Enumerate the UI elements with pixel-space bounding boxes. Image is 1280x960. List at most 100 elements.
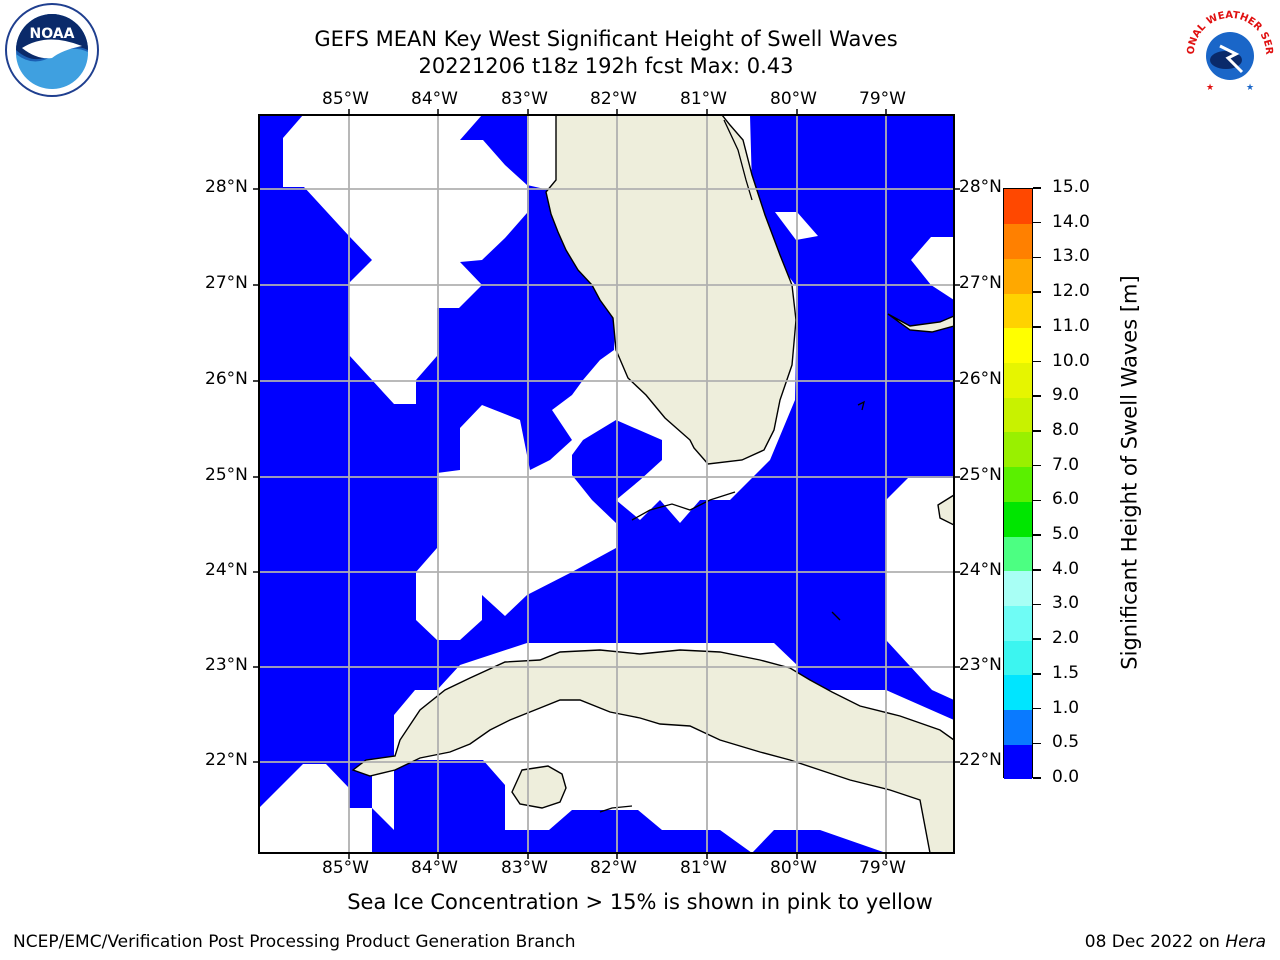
florida-peninsula xyxy=(545,115,797,465)
lon-tick-bottom: 79°W xyxy=(859,858,906,878)
colorbar-tick-mark xyxy=(1033,360,1041,363)
colorbar-tick-label: 9.0 xyxy=(1052,385,1080,406)
lon-tick-top: 85°W xyxy=(322,89,369,109)
colorbar-segment xyxy=(1004,674,1032,711)
lat-tick-left: 28°N xyxy=(205,177,248,197)
colorbar-tick-label: 6.0 xyxy=(1052,489,1080,510)
colorbar-tick-mark xyxy=(1033,638,1041,640)
lon-tick-top: 81°W xyxy=(680,89,727,109)
colorbar-segment xyxy=(1004,744,1032,780)
colorbar-segment xyxy=(1004,466,1032,502)
graticule xyxy=(259,115,954,853)
lat-tick-right: 25°N xyxy=(959,465,1002,485)
colorbar-tick-label: 15.0 xyxy=(1052,177,1090,197)
lon-tick-bottom: 85°W xyxy=(322,858,369,878)
colorbar-tick-mark xyxy=(1033,291,1041,293)
cuba xyxy=(351,649,954,853)
colorbar-tick-label: 1.0 xyxy=(1052,697,1080,718)
colorbar-tick-label: 14.0 xyxy=(1052,211,1090,232)
colorbar-tick-mark xyxy=(1033,430,1041,432)
colorbar-tick-mark xyxy=(1033,187,1041,189)
svg-text:★: ★ xyxy=(1206,83,1214,93)
lon-tick-bottom: 83°W xyxy=(501,858,548,878)
colorbar-segment xyxy=(1004,189,1032,225)
colorbar-tick-label: 5.0 xyxy=(1052,524,1080,545)
lon-tick-bottom: 82°W xyxy=(590,858,637,878)
land xyxy=(351,115,954,853)
colorbar-tick-mark xyxy=(1033,569,1041,571)
lat-tick-right: 26°N xyxy=(959,369,1002,389)
lon-tick-bottom: 80°W xyxy=(770,858,817,878)
keys-and-islets xyxy=(599,119,865,813)
lon-tick-top: 80°W xyxy=(770,89,817,109)
colorbar xyxy=(1003,188,1033,780)
colorbar-tick-mark xyxy=(1033,707,1041,710)
lon-tick-top: 79°W xyxy=(859,89,906,109)
colorbar-tick-mark xyxy=(1033,256,1041,259)
footer-date-text: 08 Dec 2022 on xyxy=(1084,932,1226,952)
nws-logo: NATIONAL WEATHER SERVICE ★ ★ xyxy=(1180,2,1276,96)
colorbar-segment xyxy=(1004,640,1032,676)
lat-tick-left: 24°N xyxy=(205,560,248,580)
colorbar-tick-mark xyxy=(1033,534,1041,536)
colorbar-segment xyxy=(1004,327,1032,364)
colorbar-tick-label: 12.0 xyxy=(1052,281,1090,302)
colorbar-segment xyxy=(1004,501,1032,537)
svg-text:★: ★ xyxy=(1246,83,1254,93)
colorbar-tick-label: 0.5 xyxy=(1052,732,1080,753)
lon-tick-bottom: 84°W xyxy=(411,858,458,878)
colorbar-segment xyxy=(1004,605,1032,641)
footer-host: Hera xyxy=(1225,932,1266,952)
lon-tick-top: 83°W xyxy=(501,89,548,109)
lat-tick-left: 25°N xyxy=(205,465,248,485)
lat-tick-right: 28°N xyxy=(959,177,1002,197)
colorbar-segment xyxy=(1004,536,1032,572)
colorbar-tick-label: 8.0 xyxy=(1052,419,1080,440)
bahamas-andros xyxy=(937,494,954,526)
lat-tick-left: 27°N xyxy=(205,273,248,293)
lat-tick-right: 27°N xyxy=(959,273,1002,293)
colorbar-tick-label: 2.0 xyxy=(1052,628,1080,649)
colorbar-tick-label: 4.0 xyxy=(1052,558,1080,579)
sea-ice-note: Sea Ice Concentration > 15% is shown in … xyxy=(347,890,933,914)
colorbar-tick-mark xyxy=(1033,603,1041,606)
colorbar-segment xyxy=(1004,570,1032,606)
lon-tick-top: 82°W xyxy=(590,89,637,109)
footer-date: 08 Dec 2022 on Hera xyxy=(1085,932,1266,952)
lat-tick-right: 24°N xyxy=(959,560,1002,580)
colorbar-segment xyxy=(1004,258,1032,294)
lon-tick-top: 84°W xyxy=(411,89,458,109)
lat-tick-right: 22°N xyxy=(959,750,1002,770)
colorbar-title: Significant Height of Swell Waves [m] xyxy=(1117,275,1142,670)
colorbar-segment xyxy=(1004,709,1032,745)
isla-de-la-juventud xyxy=(511,765,567,809)
colorbar-segment xyxy=(1004,293,1032,329)
colorbar-tick-mark xyxy=(1033,395,1041,397)
colorbar-segment xyxy=(1004,397,1032,433)
lat-tick-left: 26°N xyxy=(205,369,248,389)
colorbar-tick-mark xyxy=(1033,742,1041,745)
footer-branch: NCEP/EMC/Verification Post Processing Pr… xyxy=(13,932,576,952)
lat-tick-left: 22°N xyxy=(205,750,248,770)
colorbar-tick-mark xyxy=(1033,499,1041,502)
lat-tick-left: 23°N xyxy=(205,655,248,675)
colorbar-tick-label: 1.5 xyxy=(1052,662,1080,683)
noaa-logo: NOAA xyxy=(5,3,99,97)
colorbar-tick-label: 13.0 xyxy=(1052,246,1090,267)
colorbar-tick-mark xyxy=(1033,221,1041,224)
map-frame xyxy=(258,114,955,854)
bahamas-grand xyxy=(887,313,954,333)
colorbar-tick-mark xyxy=(1033,464,1041,467)
lat-tick-right: 23°N xyxy=(959,655,1002,675)
colorbar-tick-mark xyxy=(1033,326,1041,328)
colorbar-tick-label: 10.0 xyxy=(1052,350,1090,371)
colorbar-segment xyxy=(1004,223,1032,259)
colorbar-segment xyxy=(1004,431,1032,468)
colorbar-tick-label: 11.0 xyxy=(1052,315,1090,336)
colorbar-segment xyxy=(1004,362,1032,398)
colorbar-tick-label: 7.0 xyxy=(1052,454,1080,475)
colorbar-tick-label: 3.0 xyxy=(1052,593,1080,614)
lon-tick-bottom: 81°W xyxy=(680,858,727,878)
chart-subtitle: 20221206 t18z 192h fcst Max: 0.43 xyxy=(418,54,794,78)
